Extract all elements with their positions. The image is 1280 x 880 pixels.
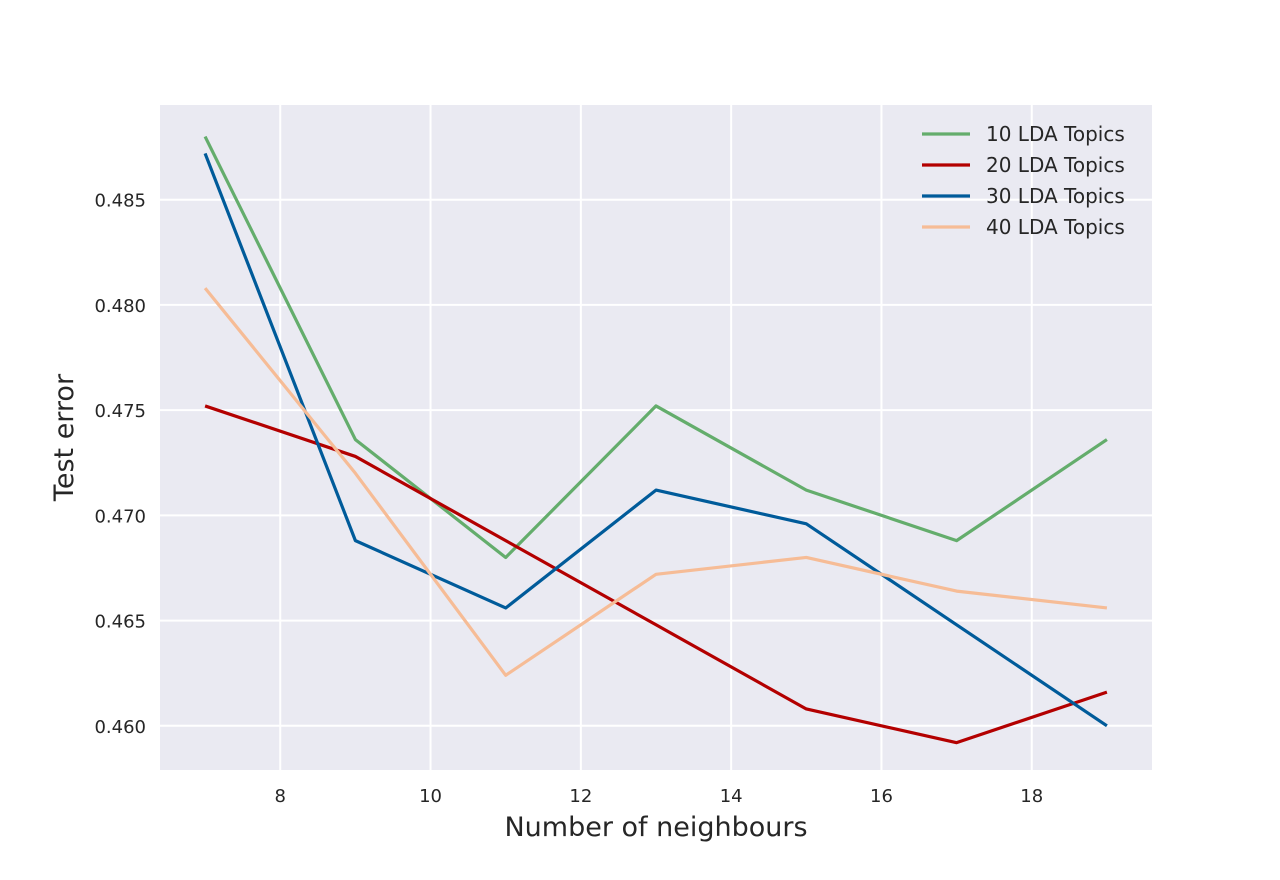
- legend-label-10-lda-topics: 10 LDA Topics: [986, 122, 1125, 146]
- grid: [160, 105, 1152, 770]
- x-axis-ticks: 8 10 12 14 16 18: [275, 786, 1044, 807]
- x-tick-label: 10: [419, 786, 442, 807]
- series-line-30-lda-topics: [203, 152, 1108, 728]
- series-line-20-lda-topics: [204, 404, 1108, 745]
- x-tick-label: 16: [870, 786, 893, 807]
- series-lines: [203, 135, 1108, 745]
- y-tick-label: 0.480: [94, 296, 146, 317]
- series-line-10-lda-topics: [203, 135, 1108, 560]
- y-tick-label: 0.460: [94, 717, 146, 738]
- y-tick-label: 0.475: [94, 401, 146, 422]
- y-axis-label: Test error: [49, 373, 80, 502]
- x-tick-label: 14: [720, 786, 743, 807]
- x-axis-label: Number of neighbours: [504, 812, 807, 843]
- legend: 10 LDA Topics 20 LDA Topics 30 LDA Topics 4…: [922, 122, 1125, 239]
- y-tick-label: 0.470: [94, 506, 146, 527]
- series-line-40-lda-topics: [203, 287, 1108, 677]
- y-axis-ticks: 0.460 0.465 0.470 0.475 0.480 0.485: [94, 191, 146, 738]
- legend-label-40-lda-topics: 40 LDA Topics: [986, 215, 1125, 239]
- legend-label-20-lda-topics: 20 LDA Topics: [986, 153, 1125, 177]
- x-tick-label: 12: [569, 786, 592, 807]
- y-tick-label: 0.465: [94, 612, 146, 633]
- legend-label-30-lda-topics: 30 LDA Topics: [986, 184, 1125, 208]
- y-tick-label: 0.485: [94, 191, 146, 212]
- x-tick-label: 8: [275, 786, 286, 807]
- x-tick-label: 18: [1020, 786, 1043, 807]
